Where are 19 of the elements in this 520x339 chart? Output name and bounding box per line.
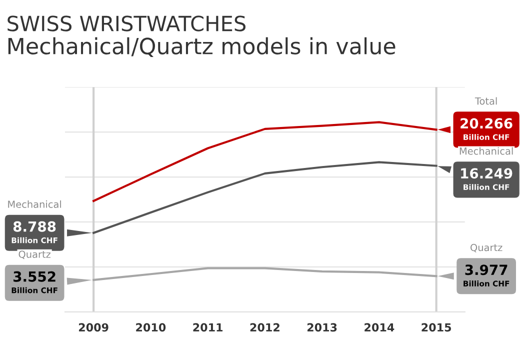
chart-subtitle: Mechanical/Quartz models in value <box>8 37 396 58</box>
data-label: 16.249 <box>461 168 512 179</box>
data-label: 3.977 <box>465 264 508 276</box>
text: Quartz <box>470 244 502 252</box>
data-label: 3.552 <box>14 271 56 282</box>
x-tick-label: 2014 <box>364 323 394 332</box>
chart-title: SWISS WRISTWATCHES <box>8 16 246 32</box>
x-tick-label: 2012 <box>250 323 280 332</box>
x-tick-label: 2015 <box>422 323 452 332</box>
data-label: 8.788 <box>13 221 56 232</box>
data-label: 20.266 <box>460 118 512 129</box>
x-tick-label: 2010 <box>136 323 166 332</box>
text: Total <box>474 97 497 105</box>
x-tick-label: 2011 <box>193 323 223 332</box>
text: Quartz <box>18 250 50 260</box>
text: Mechanical <box>460 147 513 155</box>
text: Mechanical <box>8 200 61 208</box>
x-tick-label: 2009 <box>78 323 108 332</box>
x-tick-label: 2013 <box>307 323 337 332</box>
